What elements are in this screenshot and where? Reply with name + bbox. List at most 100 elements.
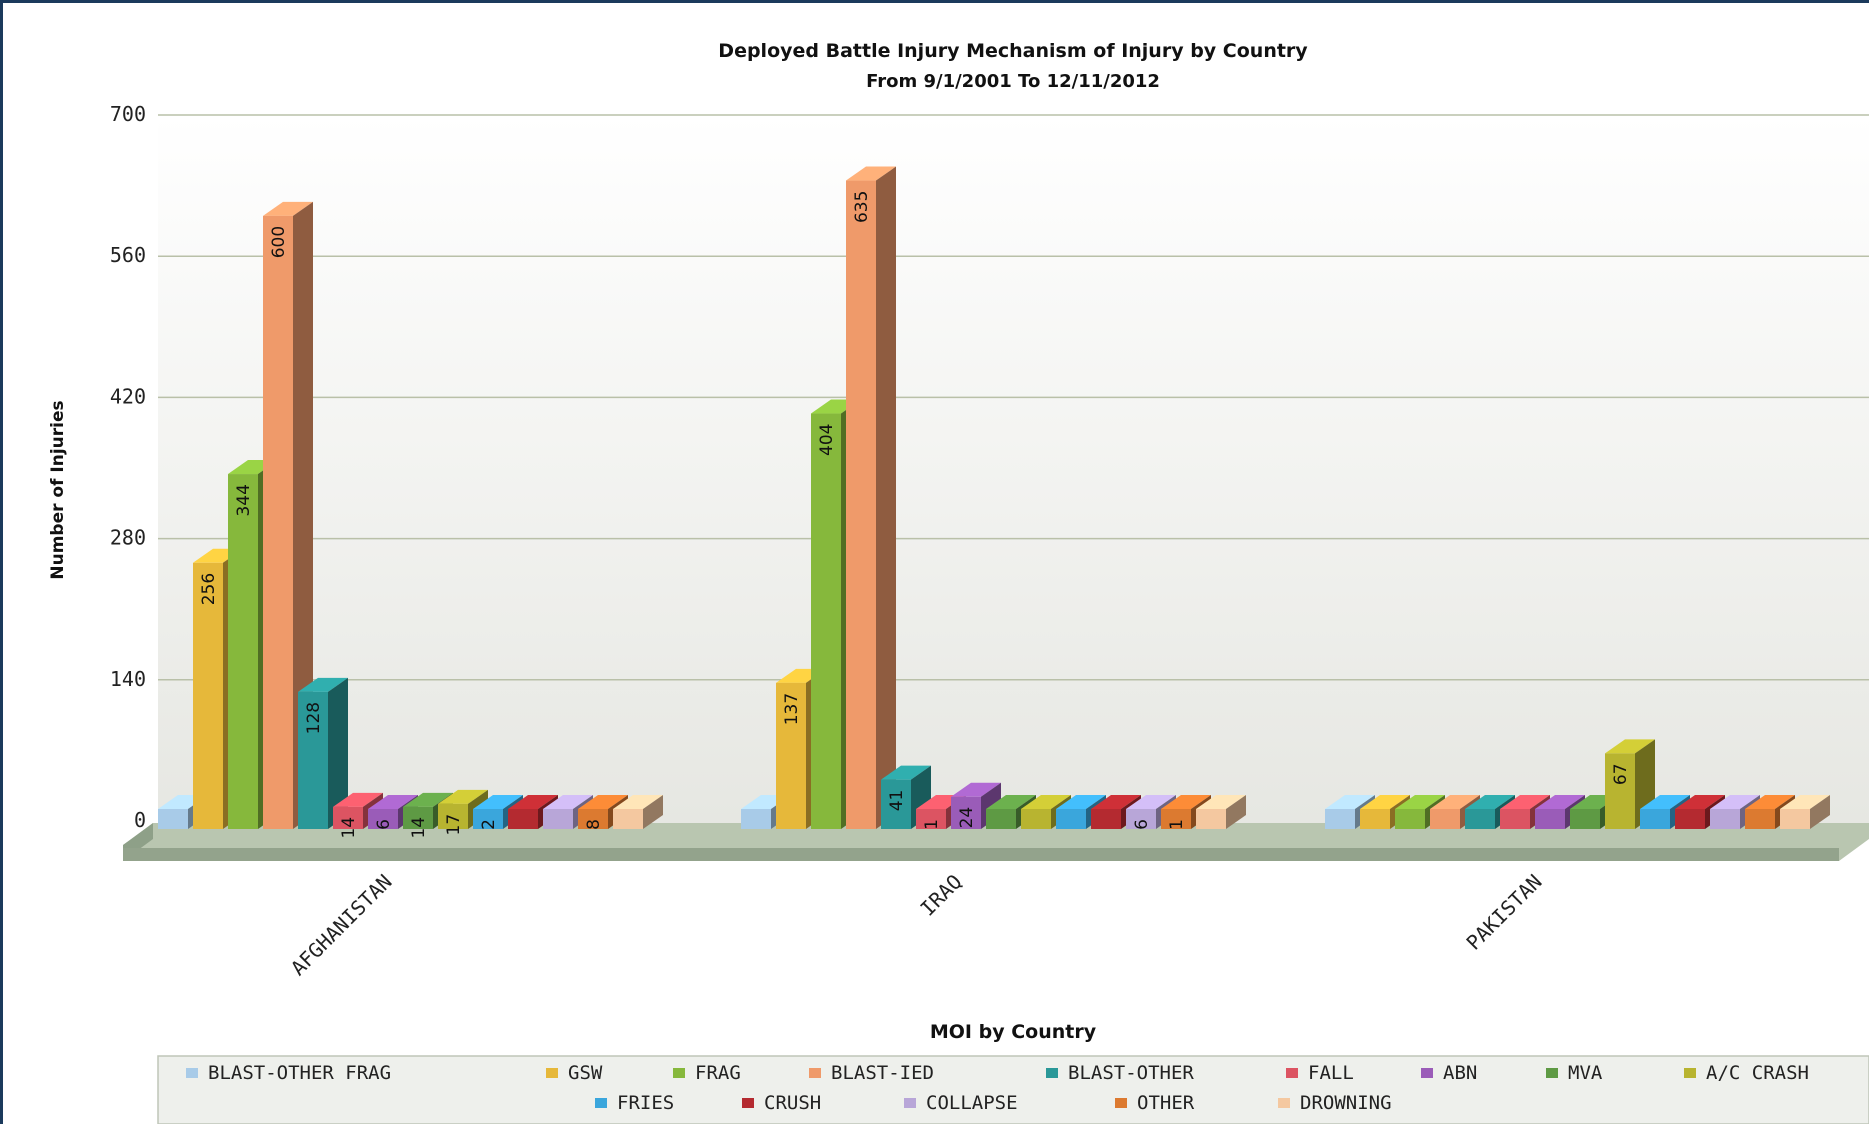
- legend-label: FRIES: [617, 1092, 674, 1114]
- floor-front: [123, 848, 1839, 861]
- bar-top: [881, 765, 931, 780]
- bar-top: [1395, 795, 1445, 809]
- bar-top: [1056, 795, 1106, 809]
- legend-label: DROWNING: [1300, 1092, 1392, 1114]
- bar-front: [1780, 809, 1810, 829]
- bar-top: [333, 792, 383, 807]
- y-axis-label: Number of Injuries: [48, 400, 68, 579]
- legend-label: GSW: [568, 1062, 603, 1084]
- legend-label: CRUSH: [764, 1092, 821, 1114]
- data-label: 128: [304, 702, 324, 734]
- bar-front: [613, 809, 643, 829]
- legend-label: BLAST-IED: [831, 1062, 934, 1084]
- bar-front: [228, 474, 258, 829]
- bar-front: [1605, 753, 1635, 829]
- bar-top: [403, 792, 453, 807]
- x-axis-label: MOI by Country: [930, 1021, 1097, 1043]
- bar-front: [1675, 809, 1705, 829]
- bar: 600: [263, 201, 313, 829]
- bar-top: [1710, 795, 1760, 809]
- bar-top: [1780, 795, 1830, 809]
- bar-front: [1161, 809, 1191, 829]
- bar-top: [473, 795, 523, 809]
- category-label: PAKISTAN: [1461, 870, 1546, 955]
- bar: [1196, 795, 1246, 829]
- legend-item: BLAST-IED: [809, 1062, 934, 1084]
- legend-swatch: [546, 1068, 558, 1078]
- legend-swatch: [1115, 1098, 1127, 1108]
- bar-front: [158, 809, 188, 829]
- legend-swatch: [1286, 1068, 1298, 1078]
- data-label: 6: [1132, 819, 1152, 830]
- legend-swatch: [742, 1098, 754, 1108]
- legend-label: COLLAPSE: [926, 1092, 1018, 1114]
- data-label: 14: [409, 817, 429, 839]
- legend-label: FALL: [1308, 1062, 1354, 1084]
- y-axis-ticks: 0 140 280 420 560 700: [110, 102, 146, 832]
- bar-front: [1325, 809, 1355, 829]
- bar-front: [1710, 809, 1740, 829]
- bar-front: [1360, 809, 1390, 829]
- legend-swatch: [1046, 1068, 1058, 1078]
- category-labels: AFGHANISTAN IRAQ PAKISTAN: [286, 870, 1547, 981]
- bar-top: [263, 201, 313, 216]
- bar-front: [298, 691, 328, 829]
- bar-front: [1021, 809, 1051, 829]
- data-label: 1: [922, 819, 942, 830]
- bar-top: [508, 795, 558, 809]
- bar-top: [1500, 795, 1550, 809]
- bar-top: [1430, 795, 1480, 809]
- bar-front: [1196, 809, 1226, 829]
- bar-top: [1021, 795, 1071, 809]
- bar: [1780, 795, 1830, 829]
- bar-front: [951, 796, 981, 829]
- bar-top: [1605, 739, 1655, 754]
- bar-front: [508, 809, 538, 829]
- bar-side: [293, 201, 313, 829]
- bar-front: [1056, 809, 1086, 829]
- bar-top: [1161, 795, 1211, 809]
- bar-front: [1091, 809, 1121, 829]
- bar-top: [613, 795, 663, 809]
- legend-label: A/C CRASH: [1706, 1062, 1809, 1084]
- legend-item: BLAST-OTHER FRAG: [186, 1062, 391, 1084]
- data-label: 137: [782, 693, 802, 725]
- legend-label: BLAST-OTHER: [1068, 1062, 1194, 1084]
- bar-front: [368, 809, 398, 829]
- bar-front: [1745, 809, 1775, 829]
- chart-title: Deployed Battle Injury Mechanism of Inju…: [718, 40, 1308, 62]
- bar-side: [1810, 795, 1830, 829]
- bar-top: [1675, 795, 1725, 809]
- legend-label: OTHER: [1137, 1092, 1195, 1114]
- bar-front: [1126, 809, 1156, 829]
- legend-item: FRAG: [673, 1062, 741, 1084]
- bar-series: 256 137 344 404 600 635 128 41 14 1 6 24 14 17 67 2 6 8 1: [158, 166, 1830, 839]
- bar-front: [1395, 809, 1425, 829]
- bar-top: [368, 795, 418, 809]
- legend-item: BLAST-OTHER: [1046, 1062, 1194, 1084]
- bar-top: [578, 795, 628, 809]
- bar-front: [263, 215, 293, 829]
- bar-top: [1126, 795, 1176, 809]
- data-label: 41: [887, 790, 907, 812]
- legend: BLAST-OTHER FRAG GSW FRAG BLAST-IED BLAST-OT…: [186, 1062, 1809, 1114]
- bar-front: [403, 806, 433, 829]
- bar-front: [193, 562, 223, 829]
- bar-front: [916, 809, 946, 829]
- injury-chart: Deployed Battle Injury Mechanism of Inju…: [48, 40, 1869, 1124]
- legend-item: FALL: [1286, 1062, 1354, 1084]
- bar-top: [846, 166, 896, 181]
- legend-swatch: [1421, 1068, 1433, 1078]
- legend-item: DROWNING: [1278, 1092, 1392, 1114]
- bar-front: [333, 806, 363, 829]
- data-label: 2: [479, 819, 499, 830]
- legend-swatch: [1278, 1098, 1290, 1108]
- legend-swatch: [1546, 1068, 1558, 1078]
- bar-front: [543, 809, 573, 829]
- legend-swatch: [595, 1098, 607, 1108]
- bar-front: [473, 809, 503, 829]
- category-label: AFGHANISTAN: [286, 870, 397, 981]
- chart-frame: Deployed Battle Injury Mechanism of Inju…: [3, 3, 1869, 1124]
- bar-front: [776, 682, 806, 829]
- gridlines: [158, 114, 1869, 681]
